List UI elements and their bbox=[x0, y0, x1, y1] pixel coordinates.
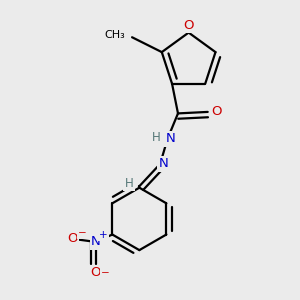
Text: +: + bbox=[99, 230, 108, 239]
Text: CH₃: CH₃ bbox=[104, 30, 124, 40]
Text: O: O bbox=[183, 19, 194, 32]
Text: H: H bbox=[124, 177, 133, 190]
Text: H: H bbox=[152, 131, 161, 144]
Text: O: O bbox=[67, 232, 77, 245]
Text: N: N bbox=[91, 236, 101, 248]
Text: −: − bbox=[78, 228, 87, 238]
Text: O: O bbox=[91, 266, 101, 279]
Text: −: − bbox=[101, 268, 110, 278]
Text: O: O bbox=[211, 105, 221, 119]
Text: N: N bbox=[166, 132, 176, 145]
Text: N: N bbox=[158, 158, 168, 170]
